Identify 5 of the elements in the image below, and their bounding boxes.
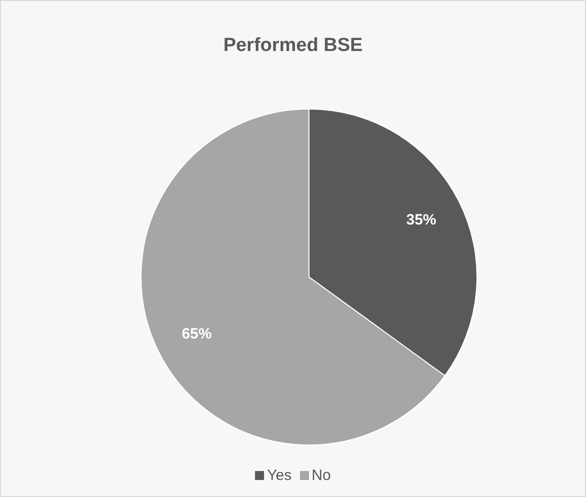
data-label: 65%: [182, 326, 212, 343]
legend-label: Yes: [267, 467, 292, 484]
data-label: 35%: [406, 211, 436, 228]
chart-title: Performed BSE: [222, 35, 364, 57]
legend-label: No: [312, 467, 331, 484]
